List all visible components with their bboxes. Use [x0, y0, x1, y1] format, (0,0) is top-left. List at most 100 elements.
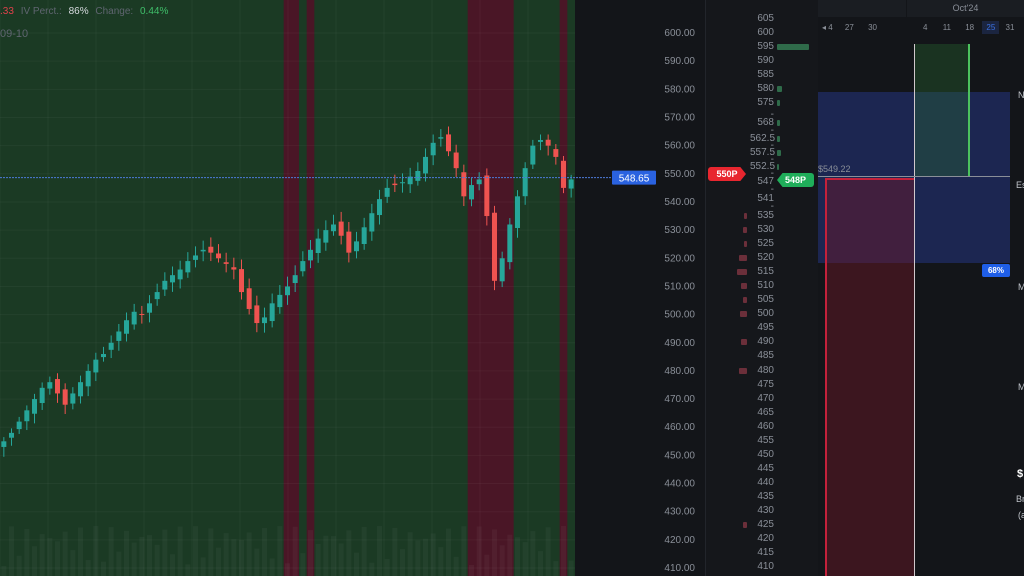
strike-label[interactable]: 450 [757, 448, 774, 460]
strike-label[interactable]: 575 [757, 97, 774, 108]
candle [499, 258, 505, 282]
strike-label[interactable]: 455 [757, 434, 774, 446]
date-item[interactable]: 4 [923, 23, 928, 32]
strike-label[interactable]: - [770, 154, 774, 165]
date-item[interactable]: 31 [1005, 23, 1015, 32]
strike-label[interactable]: 475 [757, 378, 774, 390]
strike-label[interactable]: 552.5 [750, 161, 776, 172]
strike-label[interactable]: 585 [757, 69, 774, 80]
strike-label[interactable]: 595 [757, 41, 774, 52]
strike-label[interactable]: 435 [757, 490, 774, 502]
volume-bar [231, 539, 237, 576]
candle [392, 183, 398, 186]
volume-bar [277, 526, 283, 576]
strike-label[interactable]: 525 [757, 238, 774, 250]
candle [461, 172, 467, 197]
price-tick: 420.00 [664, 535, 695, 546]
candle [507, 224, 513, 263]
volume-bar [162, 529, 168, 576]
date-item[interactable]: ◂ 4 [822, 23, 833, 32]
strike-label[interactable]: 470 [757, 392, 774, 404]
strike-label[interactable]: 495 [757, 322, 774, 334]
candle [55, 379, 60, 394]
strike-label[interactable]: 445 [757, 462, 774, 474]
price-tick: 560.00 [664, 141, 695, 152]
strike-label[interactable]: - [770, 140, 774, 151]
text-fragment: Br [1016, 494, 1024, 504]
strike-label[interactable]: 490 [757, 336, 774, 348]
strike-label[interactable]: 530 [757, 224, 774, 235]
strike-label[interactable]: 440 [757, 476, 774, 488]
candle [430, 142, 436, 156]
strike-label[interactable]: 410 [757, 561, 774, 573]
strike-label[interactable]: 460 [757, 420, 774, 432]
strike-label[interactable]: - [770, 125, 774, 136]
volume-bar [331, 536, 336, 576]
call-position-tag[interactable]: 548P [777, 173, 814, 187]
volume-bar [1, 566, 7, 576]
strike-label[interactable]: 557.5 [750, 147, 776, 158]
date-item[interactable]: 11 [942, 23, 951, 32]
strike-ladder[interactable]: 605 600 595 590 585 580 575-568-562.5-557.5-55… [705, 0, 818, 576]
date-item[interactable]: 27 [844, 23, 854, 32]
volume-bar [292, 526, 298, 576]
strike-label[interactable]: - [770, 201, 774, 212]
candle [216, 253, 221, 259]
volume-bar [223, 533, 229, 576]
strike-label[interactable]: 430 [757, 505, 774, 516]
put-oi-bar [743, 297, 747, 304]
strike-label[interactable]: 541 [757, 193, 774, 204]
candle [246, 288, 252, 309]
strike-label[interactable]: 515 [757, 266, 774, 278]
date-item[interactable]: 18 [965, 23, 975, 32]
strike-label[interactable]: 480 [757, 364, 774, 376]
volume-bar [568, 560, 574, 576]
strike-label[interactable]: 600 [757, 27, 774, 38]
volume-bar [101, 561, 106, 576]
strike-label[interactable]: - [770, 109, 774, 120]
strike-label[interactable]: 425 [757, 519, 774, 531]
volume-bar [561, 526, 566, 576]
strike-label[interactable]: 505 [757, 294, 774, 306]
volume-bar [515, 537, 520, 576]
candle [124, 320, 129, 334]
strike-label[interactable]: - [770, 184, 774, 195]
price-tick: 460.00 [664, 422, 695, 433]
put-position-tag[interactable]: 550P [708, 167, 746, 181]
strike-label[interactable]: 520 [757, 252, 774, 264]
strike-label[interactable]: 510 [757, 280, 774, 292]
volume-bar [545, 527, 551, 576]
strike-label[interactable]: 465 [757, 406, 774, 418]
price-tick: 570.00 [664, 112, 695, 123]
strike-label[interactable]: 415 [757, 547, 774, 559]
candle [561, 160, 566, 188]
candle [185, 261, 191, 273]
candle [369, 213, 375, 232]
candle [453, 152, 459, 169]
strike-label[interactable]: 535 [757, 210, 774, 221]
date-item-selected[interactable]: 25 [982, 21, 1000, 34]
strike-label[interactable]: 568 [757, 117, 774, 128]
price-tick: 410.00 [664, 563, 695, 574]
strike-label[interactable]: 590 [757, 55, 774, 66]
bearish-band [306, 0, 315, 576]
price-chart[interactable]: 600.00 590.00 580.00 570.00 560.00 550.00 540.… [0, 0, 705, 576]
strike-label[interactable]: 580 [757, 83, 774, 94]
strike-label[interactable]: 485 [757, 350, 774, 362]
candle [147, 303, 152, 313]
strike-label[interactable]: 420 [757, 533, 774, 545]
candle [522, 168, 528, 197]
volume-bar [216, 547, 221, 576]
strike-label[interactable]: - [770, 168, 774, 179]
right-panel: Oct'24 ◂ 4 27 30 4 11 18 25 31 $549.22 6… [818, 0, 1024, 576]
candle [285, 286, 290, 296]
strike-label[interactable]: 547 [757, 176, 774, 187]
strike-label[interactable]: 605 [757, 13, 774, 24]
volume-bar [177, 526, 183, 576]
strike-label[interactable]: 500 [757, 308, 774, 320]
volume-bar [70, 550, 76, 576]
bearish-band [559, 0, 568, 576]
volume-bar [423, 538, 428, 576]
strike-label[interactable]: 562.5 [750, 133, 776, 144]
date-item[interactable]: 30 [868, 23, 877, 32]
